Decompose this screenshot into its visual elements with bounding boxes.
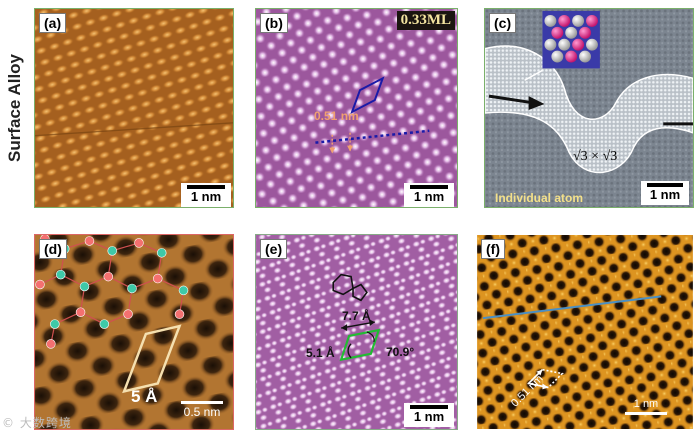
panel-c-caption: Individual atom <box>495 191 584 205</box>
panel-b-coverage: 0.33ML <box>396 11 455 30</box>
panel-e-angle: 70.9° <box>386 345 415 359</box>
panel-f-line-profile <box>482 295 662 320</box>
panel-c: (c) √3 × √3 Individual atom 1 nm <box>484 8 694 208</box>
panel-a-image <box>35 9 233 207</box>
panel-d-unit-cell <box>122 324 182 394</box>
panel-a-label: (a) <box>39 13 67 33</box>
panel-e-molecule-sketch <box>332 273 368 302</box>
panel-d-cell-size: 5 Å <box>131 387 158 406</box>
panel-c-image <box>485 9 693 207</box>
panel-a-scale-bar: 1 nm <box>181 183 231 207</box>
panel-b-unit-cell <box>350 76 385 115</box>
panel-e-length-a: 7.7 Å <box>342 309 371 323</box>
row-label-surface-alloy: Surface Alloy <box>5 53 24 163</box>
panel-c-alloy-band <box>485 45 693 174</box>
panel-e-length-b: 5.1 Å <box>306 346 335 360</box>
panel-c-superstructure: √3 × √3 <box>573 149 618 164</box>
panel-b-line-profile <box>315 129 430 144</box>
watermark: © 大数跨境 <box>2 416 72 430</box>
panel-b-scale-bar: 1 nm <box>404 183 454 207</box>
panel-c-label: (c) <box>489 13 517 33</box>
panel-e-unit-cell <box>339 328 381 362</box>
panel-f: (f) 0.51 nm 1 nm <box>476 234 694 430</box>
panel-a: (a) 1 nm <box>34 8 234 208</box>
panel-e-scale-bar: 1 nm <box>404 403 454 427</box>
panel-d: (d) 5 Å 0.5 nm <box>34 234 234 430</box>
panel-b-spacing-label: 0.51 nm <box>314 109 359 123</box>
panel-b: (b) 0.33ML 0.51 nm 1 nm <box>255 8 458 208</box>
panel-d-label: (d) <box>39 239 67 259</box>
panel-d-image <box>35 235 233 429</box>
panel-f-label: (f) <box>481 239 505 259</box>
watermark-logo-icon: © <box>2 416 15 430</box>
panel-e-image <box>256 235 457 429</box>
panel-b-image <box>256 9 457 207</box>
panel-e: (e) 7.7 Å 5.1 Å 70.9° 1 nm <box>255 234 458 430</box>
panel-f-image <box>477 235 693 429</box>
panel-e-label: (e) <box>260 239 288 259</box>
panel-c-arrow <box>528 96 545 110</box>
panel-c-scale-bar: 1 nm <box>641 181 689 205</box>
panel-f-scale-bar: 1 nm <box>619 395 673 419</box>
panel-b-label: (b) <box>260 13 288 33</box>
panel-d-scale-bar: 0.5 nm <box>175 399 229 422</box>
